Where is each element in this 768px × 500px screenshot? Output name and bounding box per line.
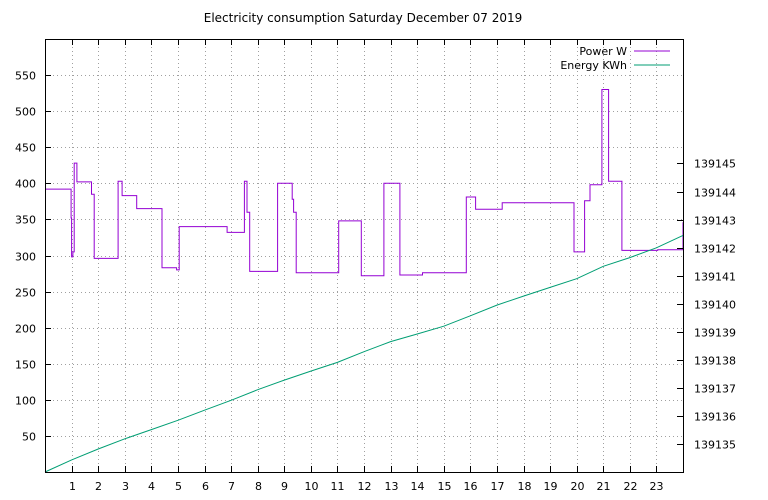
y-right-tick-label: 139137 xyxy=(694,383,736,396)
legend: Power W Energy KWh xyxy=(560,45,670,72)
x-tick-label: 17 xyxy=(491,480,505,493)
y-right-tick-label: 139135 xyxy=(694,439,736,452)
x-tick-label: 1 xyxy=(69,480,76,493)
x-tick-label: 23 xyxy=(650,480,664,493)
y-right-tick-label: 139138 xyxy=(694,355,736,368)
plot-area xyxy=(44,89,684,473)
y-left-tick-label: 500 xyxy=(15,106,36,119)
y-left-tick-label: 100 xyxy=(15,395,36,408)
x-tick-label: 5 xyxy=(175,480,182,493)
y-right-tick-label: 139141 xyxy=(694,271,736,284)
x-tick-label: 14 xyxy=(411,480,425,493)
y-left-tick-label: 250 xyxy=(15,287,36,300)
y-right-tick-label: 139145 xyxy=(694,158,736,171)
x-tick-label: 10 xyxy=(305,480,319,493)
x-tick-label: 16 xyxy=(464,480,478,493)
x-tick-label: 15 xyxy=(438,480,452,493)
x-tick-label: 7 xyxy=(228,480,235,493)
y-left-tick-label: 550 xyxy=(15,70,36,83)
y-left-tick-label: 450 xyxy=(15,142,36,155)
x-tick-label: 4 xyxy=(148,480,155,493)
x-tick-label: 22 xyxy=(624,480,638,493)
chart-title: Electricity consumption Saturday Decembe… xyxy=(204,11,523,25)
y-left-tick-label: 300 xyxy=(15,251,36,264)
x-tick-label: 13 xyxy=(385,480,399,493)
x-tick-label: 18 xyxy=(518,480,532,493)
legend-label-power: Power W xyxy=(579,45,627,58)
y-right-tick-label: 139139 xyxy=(694,327,736,340)
y-left-tick-label: 150 xyxy=(15,359,36,372)
axes: 1 2 3 4 5 6 7 8 9 10 11 12 13 14 15 16 17 18 19 20 21 22 23501… xyxy=(15,39,736,493)
x-tick-label: 12 xyxy=(358,480,372,493)
y-right-tick-label: 139143 xyxy=(694,215,736,228)
series-energy-line xyxy=(44,234,684,473)
y-left-tick-label: 50 xyxy=(22,431,36,444)
series-power-line xyxy=(45,89,684,277)
x-tick-label: 2 xyxy=(95,480,102,493)
y-right-tick-label: 139144 xyxy=(694,187,736,200)
x-tick-label: 19 xyxy=(544,480,558,493)
x-tick-label: 20 xyxy=(571,480,585,493)
y-left-tick-label: 350 xyxy=(15,214,36,227)
x-tick-label: 3 xyxy=(122,480,129,493)
y-right-tick-label: 139136 xyxy=(694,411,736,424)
y-right-tick-label: 139140 xyxy=(694,299,736,312)
x-tick-label: 11 xyxy=(331,480,345,493)
legend-label-energy: Energy KWh xyxy=(560,59,627,72)
y-right-tick-label: 139142 xyxy=(694,243,736,256)
y-left-tick-label: 400 xyxy=(15,178,36,191)
grid xyxy=(45,39,683,472)
x-tick-label: 9 xyxy=(281,480,288,493)
y-left-tick-label: 200 xyxy=(15,323,36,336)
x-tick-label: 8 xyxy=(255,480,262,493)
x-tick-label: 21 xyxy=(597,480,611,493)
x-tick-label: 6 xyxy=(202,480,209,493)
